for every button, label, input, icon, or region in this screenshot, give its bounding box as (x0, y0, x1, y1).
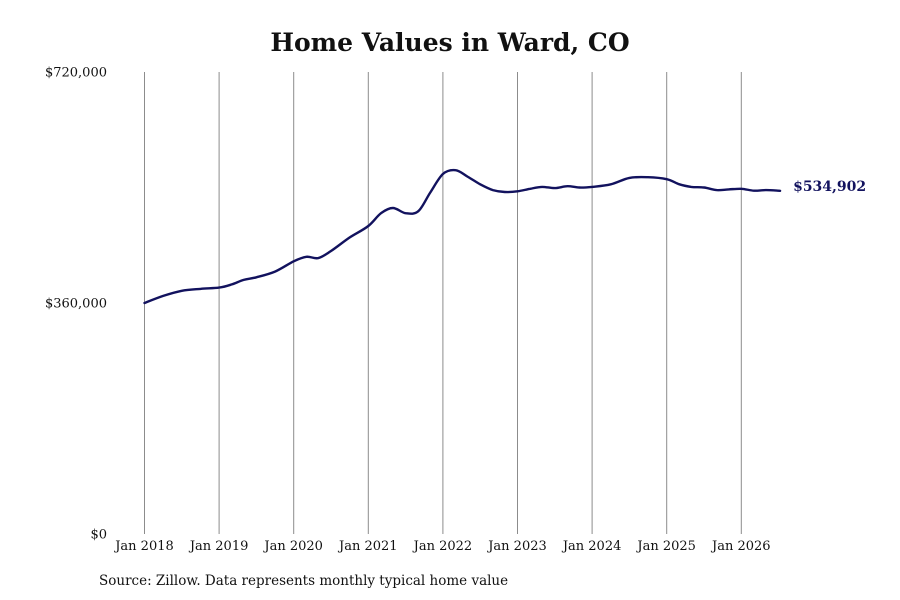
x-tick-label: Jan 2025 (635, 539, 696, 554)
x-tick-label: Jan 2019 (188, 539, 249, 554)
x-tick-label: Jan 2018 (113, 539, 174, 554)
y-tick-label: $360,000 (45, 297, 107, 312)
gridlines (144, 72, 742, 534)
source-note: Source: Zillow. Data represents monthly … (99, 573, 509, 589)
y-axis-labels: $0 $360,000 $720,000 (45, 66, 107, 543)
x-tick-label: Jan 2024 (561, 539, 622, 554)
x-tick-label: Jan 2026 (710, 539, 771, 554)
y-tick-label: $0 (90, 528, 107, 543)
x-tick-label: Jan 2023 (486, 539, 547, 554)
x-tick-label: Jan 2021 (337, 539, 398, 554)
x-axis-labels: Jan 2018 Jan 2019 Jan 2020 Jan 2021 Jan 2022… (113, 539, 770, 554)
end-value-label: $534,902 (793, 179, 866, 195)
x-tick-label: Jan 2022 (412, 539, 473, 554)
chart-title: Home Values in Ward, CO (270, 28, 630, 57)
y-tick-label: $720,000 (45, 66, 107, 81)
series-group: $534,902 (143, 168, 866, 305)
x-tick-label: Jan 2020 (262, 539, 323, 554)
series-line-0 (143, 168, 782, 305)
